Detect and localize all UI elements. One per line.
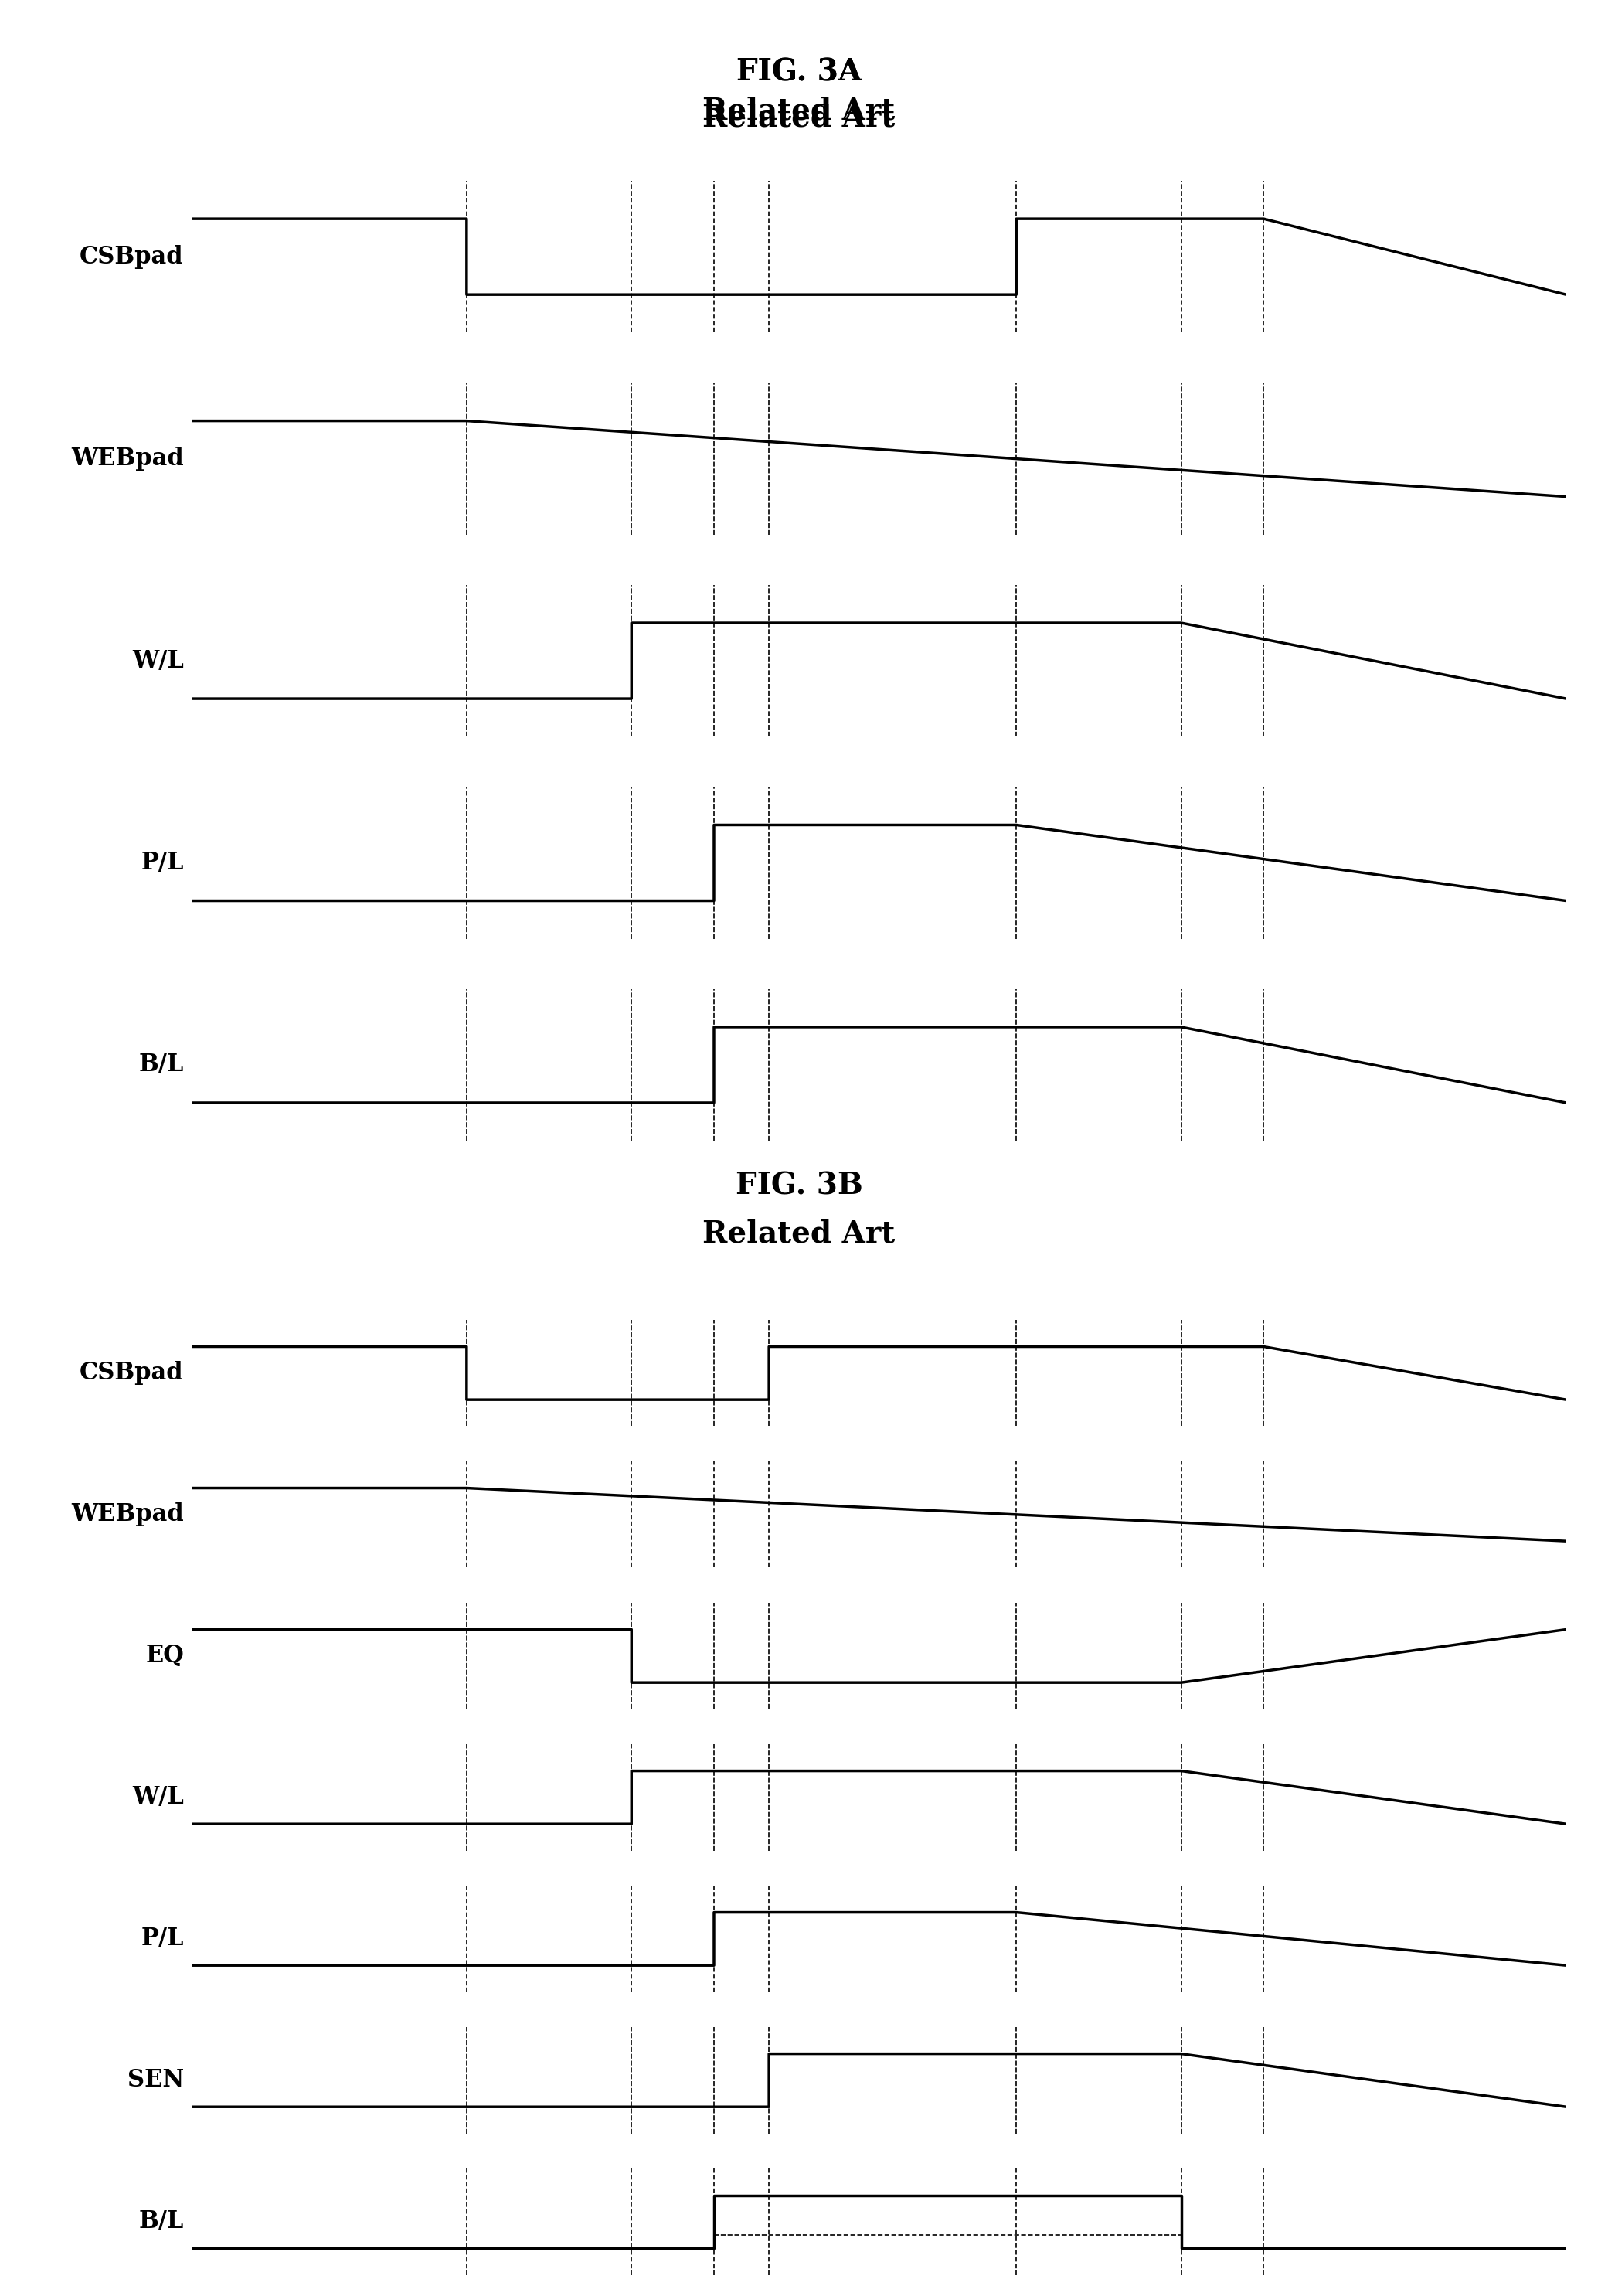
Text: FIG. 3A: FIG. 3A [737, 57, 861, 87]
Text: FIG. 3A: FIG. 3A [737, 57, 861, 87]
Text: Related Art: Related Art [703, 96, 895, 126]
Text: P/L: P/L [141, 852, 184, 875]
Text: Related Art: Related Art [703, 103, 895, 133]
Text: CSBpad: CSBpad [80, 246, 184, 269]
Text: CSBpad: CSBpad [80, 1362, 184, 1384]
Text: WEBpad: WEBpad [72, 1502, 184, 1527]
Text: B/L: B/L [139, 2209, 184, 2234]
Text: FIG. 3B: FIG. 3B [735, 1171, 863, 1201]
Text: Related Art: Related Art [703, 1219, 895, 1249]
Text: WEBpad: WEBpad [72, 448, 184, 471]
Text: SEN: SEN [128, 2069, 184, 2092]
Text: W/L: W/L [133, 650, 184, 673]
Text: P/L: P/L [141, 1926, 184, 1952]
Text: B/L: B/L [139, 1054, 184, 1077]
Text: W/L: W/L [133, 1786, 184, 1809]
Text: EQ: EQ [145, 1644, 184, 1667]
